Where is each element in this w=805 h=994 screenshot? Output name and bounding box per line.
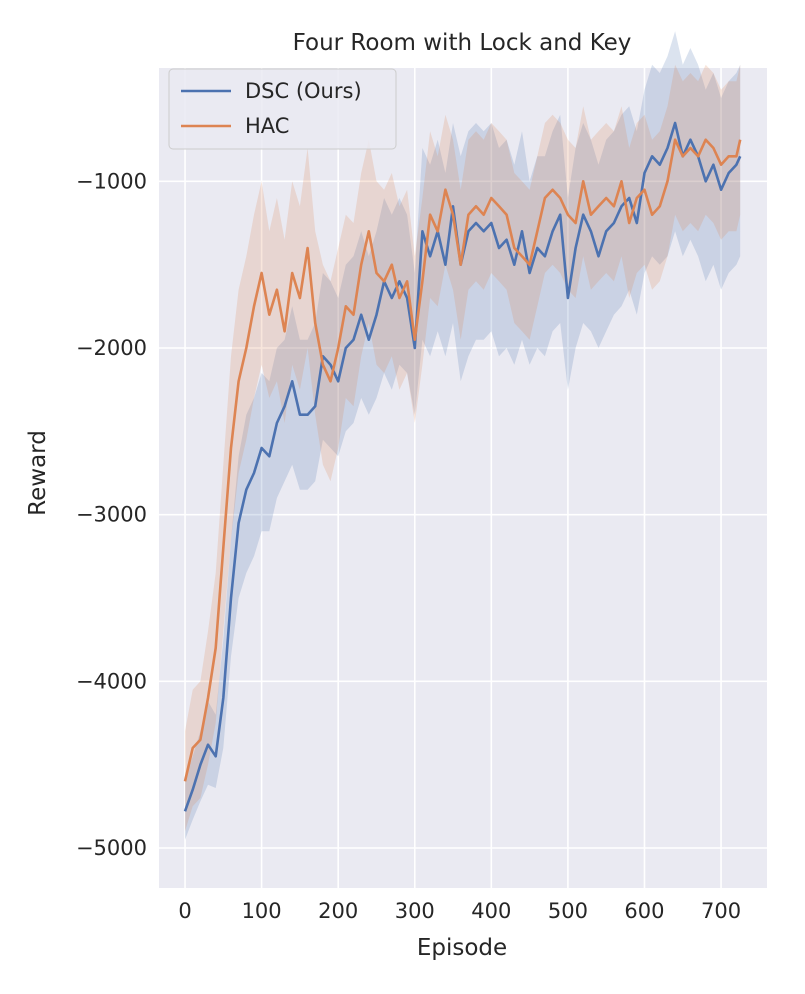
y-tick-label: −1000	[76, 169, 147, 193]
legend-label-hac: HAC	[245, 114, 289, 138]
x-tick-label: 100	[242, 899, 282, 923]
x-tick-label: 500	[548, 899, 588, 923]
confidence-band-1	[185, 64, 741, 832]
series-lines	[183, 121, 742, 812]
legend: DSC (Ours) HAC	[168, 68, 397, 150]
x-axis-ticks: 0 100 200 300 400 500 600 700	[178, 899, 741, 923]
x-tick-label: 600	[624, 899, 664, 923]
plot-area	[159, 68, 767, 888]
y-tick-label: −3000	[76, 503, 147, 527]
chart-title: Four Room with Lock and Key	[293, 30, 632, 56]
confidence-bands	[185, 31, 741, 840]
x-tick-label: 200	[318, 899, 358, 923]
x-tick-label: 400	[471, 899, 511, 923]
y-tick-label: −2000	[76, 336, 147, 360]
series-line-1	[183, 138, 742, 782]
legend-box	[168, 68, 397, 150]
confidence-band-0	[185, 31, 741, 840]
y-tick-label: −5000	[76, 836, 147, 860]
y-tick-label: −4000	[76, 669, 147, 693]
x-axis-label: Episode	[417, 935, 507, 961]
x-tick-label: 300	[395, 899, 435, 923]
grid-lines	[159, 68, 767, 888]
x-tick-label: 0	[178, 899, 191, 923]
legend-label-dsc: DSC (Ours)	[245, 79, 362, 103]
y-axis-label: Reward	[25, 430, 51, 516]
x-tick-label: 700	[701, 899, 741, 923]
y-axis-ticks: −5000 −4000 −3000 −2000 −1000	[76, 169, 147, 860]
